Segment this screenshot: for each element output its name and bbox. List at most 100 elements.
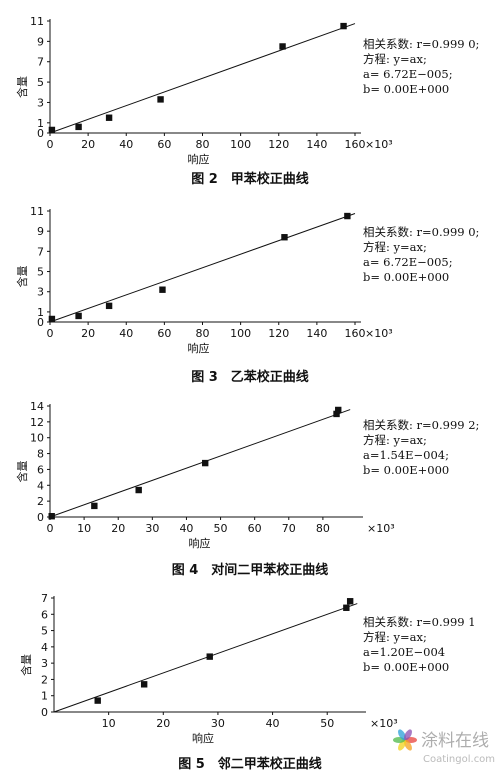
- y-tick-label: 4: [37, 479, 44, 492]
- y-tick-label: 11: [30, 15, 44, 28]
- x-tick-label: 120: [268, 138, 289, 151]
- equation-line: 方程: y=ax;: [363, 433, 427, 447]
- x-unit-label: ×10³: [365, 327, 393, 340]
- y-tick-label: 8: [37, 448, 44, 461]
- y-tick-label: 0: [37, 511, 44, 524]
- equation-line: a= 6.72E−005;: [363, 255, 453, 269]
- equation-line: b= 0.00E+000: [363, 270, 449, 284]
- x-axis-label: 响应: [188, 152, 210, 166]
- x-tick-label: 30: [145, 522, 159, 535]
- watermark-url: Coatingol.com: [423, 754, 495, 765]
- x-tick-label: 0: [47, 522, 54, 535]
- x-tick-label: 140: [306, 327, 327, 340]
- data-point: [105, 302, 113, 310]
- equation-line: 相关系数: r=0.999 0;: [363, 37, 479, 51]
- x-tick-label: 80: [316, 522, 330, 535]
- equation-line: a=1.54E−004;: [363, 448, 449, 462]
- equation-line: 方程: y=ax;: [363, 52, 427, 66]
- x-unit-label: ×10³: [365, 138, 393, 151]
- x-tick-label: 80: [196, 327, 210, 340]
- y-tick-label: 5: [37, 76, 44, 89]
- y-tick-label: 3: [37, 286, 44, 299]
- data-point: [340, 22, 347, 30]
- figure-caption: 图 5 邻二甲苯校正曲线: [178, 756, 322, 770]
- y-tick-label: 2: [37, 495, 44, 508]
- x-tick-label: 60: [157, 138, 171, 151]
- equation-line: a= 6.72E−005;: [363, 67, 453, 81]
- data-point: [344, 212, 351, 220]
- y-tick-label: 6: [37, 463, 44, 476]
- y-tick-label: 0: [37, 316, 44, 329]
- x-tick-label: 20: [156, 717, 170, 730]
- x-tick-label: 20: [81, 138, 95, 151]
- data-point: [202, 459, 209, 467]
- data-point: [333, 410, 340, 418]
- y-tick-label: 0: [41, 706, 48, 719]
- data-point: [94, 697, 101, 704]
- fit-line: [49, 23, 356, 134]
- figure-caption: 图 2 甲苯校正曲线: [191, 171, 309, 187]
- equation-line: 相关系数: r=0.999 1: [363, 615, 476, 629]
- chart-3: 0 20 40 60 80 100 120 140 160 01 3 5 7 9 11 ×10³ 响应 含量 相关系…: [15, 205, 479, 385]
- y-tick-label: 1: [37, 306, 44, 319]
- y-tick-label: 3: [41, 657, 48, 670]
- watermark-logo-petal: [404, 729, 412, 741]
- y-tick-label: 7: [41, 592, 48, 605]
- x-tick-label: 40: [179, 522, 193, 535]
- x-tick-label: 40: [119, 138, 133, 151]
- data-point: [105, 114, 113, 121]
- fit-line: [53, 603, 358, 713]
- y-tick-label: 12: [30, 416, 44, 429]
- x-axis-label: 响应: [192, 731, 214, 745]
- x-tick-label: 10: [102, 717, 116, 730]
- x-tick-label: 40: [119, 327, 133, 340]
- x-tick-label: 80: [196, 138, 210, 151]
- data-point: [343, 604, 350, 611]
- x-tick-label: 120: [268, 327, 289, 340]
- data-point: [48, 315, 56, 323]
- x-tick-label: 0: [47, 327, 54, 340]
- fit-line: [49, 213, 356, 323]
- watermark-logo-petal: [404, 739, 412, 751]
- data-point: [281, 234, 288, 241]
- x-tick-label: 160: [345, 138, 366, 151]
- x-tick-label: 40: [266, 717, 280, 730]
- y-tick-label: 7: [37, 56, 44, 69]
- fit-line: [49, 409, 351, 518]
- data-point: [75, 312, 82, 320]
- y-tick-label: 5: [37, 266, 44, 279]
- equation-line: b= 0.00E+000: [363, 463, 449, 477]
- equation-line: a=1.20E−004: [363, 645, 445, 659]
- y-tick-label: 1: [37, 117, 44, 130]
- data-point: [75, 123, 82, 131]
- y-tick-label: 9: [37, 35, 44, 48]
- y-tick-label: 9: [37, 225, 44, 238]
- x-unit-label: ×10³: [367, 522, 395, 535]
- x-unit-label: ×10³: [370, 717, 398, 730]
- x-axis-label: 响应: [189, 536, 211, 550]
- data-point: [48, 513, 55, 520]
- y-tick-label: 1: [41, 690, 48, 703]
- y-tick-label: 6: [41, 608, 48, 621]
- x-tick-label: 100: [230, 327, 251, 340]
- x-tick-label: 50: [214, 522, 228, 535]
- data-point: [140, 681, 148, 688]
- data-point: [135, 486, 142, 494]
- y-axis-label: 含量: [19, 654, 33, 676]
- data-point: [335, 406, 342, 414]
- equation-line: b= 0.00E+000: [363, 660, 449, 674]
- watermark-name: 涂料在线: [421, 731, 489, 751]
- y-tick-label: 2: [41, 673, 48, 686]
- y-axis-label: 含量: [15, 461, 29, 483]
- equation-line: 相关系数: r=0.999 0;: [363, 225, 479, 239]
- figure-caption: 图 4 对间二甲苯校正曲线: [172, 562, 329, 578]
- y-axis-label: 含量: [15, 266, 29, 288]
- x-tick-label: 20: [81, 327, 95, 340]
- x-tick-label: 30: [211, 717, 225, 730]
- data-point: [91, 502, 98, 510]
- x-tick-label: 10: [77, 522, 91, 535]
- watermark: 涂料在线 Coatingol.com: [393, 729, 495, 765]
- y-tick-label: 11: [30, 205, 44, 218]
- x-tick-label: 70: [282, 522, 296, 535]
